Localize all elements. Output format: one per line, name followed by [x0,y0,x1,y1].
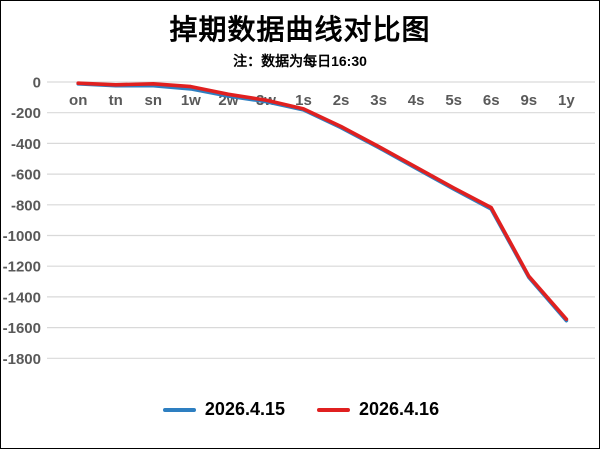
x-tick-label: 3s [370,92,387,109]
y-tick-label: -400 [11,136,41,153]
y-tick-label: -1000 [3,228,41,245]
legend-line-red-icon [317,407,350,412]
y-tick-label: -1200 [3,259,41,276]
legend-line-blue-icon [162,407,196,412]
y-tick-label: -600 [11,167,41,184]
legend-item-2026-4-16: 2026.4.16 [317,399,439,420]
x-tick-label: sn [145,92,163,109]
x-tick-label: 1y [558,92,575,109]
y-tick-label: -200 [11,105,41,122]
chart-legend: 2026.4.15 2026.4.16 [1,399,599,420]
x-tick-label: 5s [445,92,462,109]
chart-title: 掉期数据曲线对比图 [169,14,431,45]
legend-label: 2026.4.16 [359,399,440,419]
x-tick-label: 1w [181,92,201,109]
y-tick-label: -800 [11,197,41,214]
x-tick-label: 4s [408,92,425,109]
x-tick-label: on [69,92,87,109]
y-tick-label: -1600 [3,320,41,337]
x-tick-label: 6s [483,92,500,109]
legend-item-2026-4-15: 2026.4.15 [162,399,285,420]
x-tick-label: 9s [520,92,537,109]
series-line-2026.4.16 [76,81,569,321]
x-tick-label: tn [109,92,123,109]
x-tick-label: 2s [333,92,350,109]
legend-label: 2026.4.15 [204,399,285,419]
line-chart: 0 -200 -400 -600 -800 -1000 -1200 -1400 -1600 -18… [3,75,595,368]
x-tick-label: 1s [295,92,312,109]
y-tick-label: 0 [33,75,41,92]
chart-subtitle: 注：数据为每日16:30 [233,53,367,69]
y-tick-label: -1400 [3,289,41,306]
y-tick-label: -1800 [3,351,41,368]
